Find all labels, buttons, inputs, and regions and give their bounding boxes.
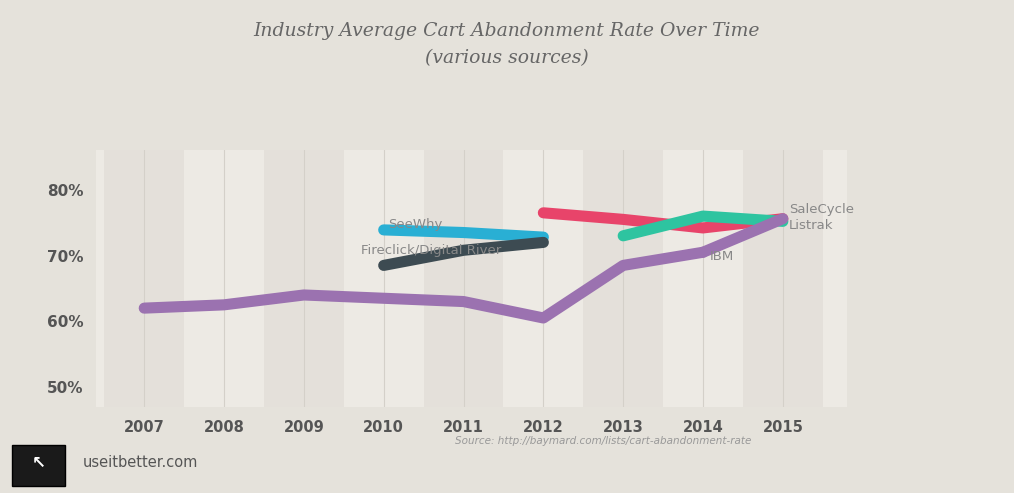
Text: Source: http://baymard.com/lists/cart-abandonment-rate: Source: http://baymard.com/lists/cart-ab…	[455, 436, 751, 446]
Bar	[743, 150, 822, 407]
Text: IBM: IBM	[710, 250, 734, 263]
Text: Fireclick/Digital River: Fireclick/Digital River	[361, 244, 502, 257]
Text: Industry Average Cart Abandonment Rate Over Time
(various sources): Industry Average Cart Abandonment Rate O…	[254, 22, 760, 67]
Text: Listrak: Listrak	[789, 219, 834, 233]
Text: SeeWhy: SeeWhy	[387, 218, 442, 231]
Bar	[264, 150, 344, 407]
Bar	[424, 150, 503, 407]
Text: SaleCycle: SaleCycle	[789, 203, 854, 216]
Text: ↖: ↖	[31, 454, 46, 472]
Bar	[104, 150, 185, 407]
Text: useitbetter.com: useitbetter.com	[83, 456, 199, 470]
Bar	[583, 150, 663, 407]
FancyBboxPatch shape	[12, 445, 65, 486]
